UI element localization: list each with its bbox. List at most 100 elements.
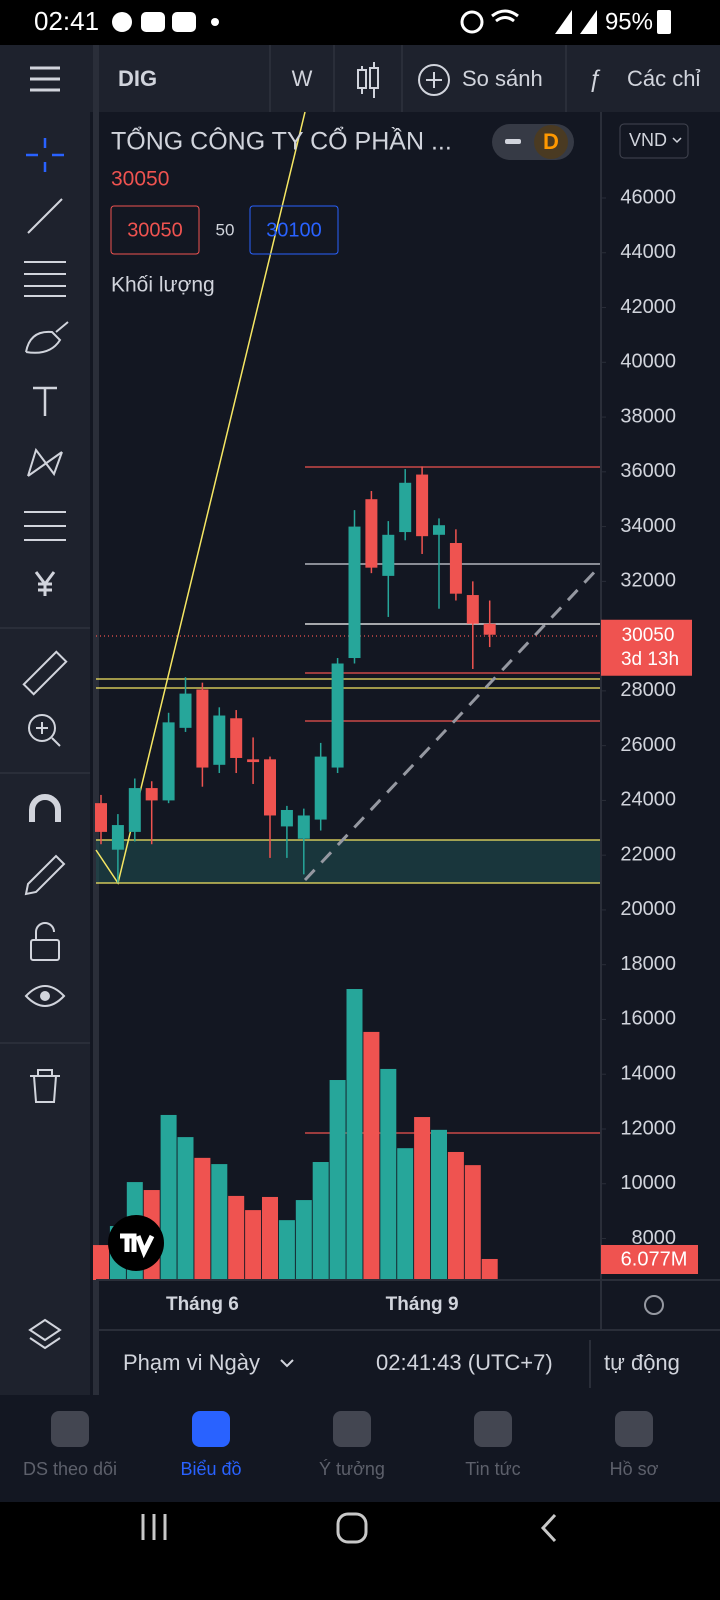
volume-bar — [211, 1164, 228, 1280]
dropdown-icon — [280, 1359, 294, 1368]
brush-tool[interactable] — [25, 321, 69, 354]
indicators-button[interactable]: Các chỉ — [627, 66, 700, 91]
tool-panel — [0, 112, 90, 1395]
volume-label: 6.077M — [621, 1248, 688, 1270]
battery-level: 95% — [605, 8, 653, 35]
nav-label[interactable]: Tin tức — [465, 1459, 520, 1479]
x-tick-label: Tháng 9 — [386, 1294, 459, 1315]
candle-body — [416, 474, 429, 537]
fib-tool[interactable] — [24, 261, 66, 297]
currency[interactable]: VND — [629, 130, 667, 150]
candle-body — [179, 693, 192, 728]
y-tick-label: 42000 — [620, 296, 676, 318]
yen-tool[interactable] — [34, 571, 56, 596]
clock: 02:41:43 (UTC+7) — [376, 1350, 553, 1375]
candle-body — [162, 722, 175, 801]
status-time: 02:41 — [34, 6, 99, 36]
interval[interactable]: W — [292, 66, 313, 91]
ruler-tool[interactable] — [22, 650, 68, 696]
trend-line — [95, 111, 306, 885]
volume-bar — [312, 1162, 329, 1280]
delete-tool[interactable] — [30, 1069, 60, 1103]
candle-body — [230, 718, 243, 758]
instrument-name: TỔNG CÔNG TY CỔ PHẦN ... — [111, 126, 452, 156]
candle-body — [382, 534, 395, 576]
y-tick-label: 34000 — [620, 515, 676, 537]
compare-button[interactable]: So sánh — [462, 66, 543, 91]
candle-body — [433, 525, 445, 535]
nav-label[interactable]: Hồ sơ — [610, 1459, 659, 1479]
zone-drawing — [96, 840, 601, 883]
indicator-icon: ƒ — [588, 65, 601, 92]
buy-button[interactable] — [249, 205, 339, 255]
price-label: 30050 — [622, 625, 675, 646]
candle-body — [280, 809, 293, 827]
y-tick-label: 18000 — [620, 953, 676, 975]
status-icon — [555, 10, 597, 34]
volume-bar — [295, 1200, 312, 1280]
lock-tool[interactable] — [30, 939, 60, 961]
menu-button[interactable] — [30, 66, 60, 92]
lock-tool — [35, 922, 55, 940]
nav-label[interactable]: DS theo dõi — [23, 1459, 117, 1479]
prediction-tool[interactable] — [24, 511, 66, 541]
nav-icon — [615, 1411, 653, 1447]
back-button[interactable] — [540, 1513, 557, 1543]
visibility-tool[interactable] — [24, 985, 66, 1007]
y-tick-label: 22000 — [620, 843, 676, 865]
range-button[interactable]: Phạm vi Ngày — [123, 1350, 260, 1375]
bid-price[interactable]: 30050 — [127, 219, 183, 241]
trendline-tool[interactable] — [27, 198, 63, 234]
status-icon — [172, 12, 196, 32]
y-tick-label: 16000 — [620, 1008, 676, 1030]
compare-icon[interactable] — [418, 64, 450, 96]
volume-bar — [228, 1195, 245, 1280]
magnet-tool[interactable] — [29, 794, 61, 822]
layers-button[interactable] — [28, 1318, 62, 1350]
candle-body — [264, 759, 276, 816]
nav-items: DS theo dõi Biểu đồ Ý tưởng Tin tức Hồ sơ — [23, 1411, 659, 1479]
drawings — [95, 111, 603, 1134]
home-button[interactable] — [336, 1512, 368, 1544]
legend-price: 30050 — [111, 168, 169, 191]
volume-bar — [93, 1245, 109, 1280]
scale-mode[interactable]: tự động — [604, 1350, 680, 1375]
y-tick-label: 36000 — [620, 460, 676, 482]
y-tick-label: 10000 — [620, 1172, 676, 1194]
ask-price[interactable]: 30100 — [266, 219, 322, 241]
candle-body — [449, 543, 462, 594]
y-tick-label: 14000 — [620, 1063, 676, 1085]
y-tick-label: 28000 — [620, 679, 676, 701]
y-tick-label: 44000 — [620, 241, 676, 263]
zoom-tool[interactable] — [28, 714, 56, 742]
pattern-tool[interactable] — [27, 447, 63, 477]
status-dot — [211, 18, 219, 26]
nav-icon — [333, 1411, 371, 1447]
volume-bar — [262, 1196, 278, 1280]
lock-drawing-tool[interactable] — [24, 854, 66, 896]
candle-body — [145, 788, 158, 801]
nav-icon — [192, 1411, 230, 1447]
y-tick-label: 8000 — [632, 1227, 677, 1249]
volume-bar — [194, 1157, 211, 1280]
candle-body — [331, 663, 344, 768]
compare-icon — [426, 72, 442, 88]
recent-apps[interactable] — [141, 1514, 167, 1540]
sell-button[interactable] — [110, 205, 200, 255]
nav-label[interactable]: Ý tưởng — [319, 1459, 385, 1479]
text-tool[interactable] — [33, 386, 57, 416]
volume-label-bg — [601, 1245, 698, 1274]
settings-button[interactable] — [644, 1295, 664, 1315]
y-tick-label: 20000 — [620, 898, 676, 920]
crosshair-tool[interactable] — [26, 138, 64, 172]
currency-button[interactable] — [619, 123, 689, 159]
candle-body — [95, 803, 107, 832]
spread: 50 — [216, 220, 235, 239]
candle-body — [213, 715, 226, 765]
volume-bar — [329, 1080, 346, 1280]
symbol[interactable]: DIG — [118, 66, 157, 91]
nav-label[interactable]: Biểu đồ — [180, 1459, 241, 1479]
system-nav — [0, 1502, 720, 1600]
status-icon — [491, 9, 519, 23]
candle-body — [466, 595, 479, 624]
